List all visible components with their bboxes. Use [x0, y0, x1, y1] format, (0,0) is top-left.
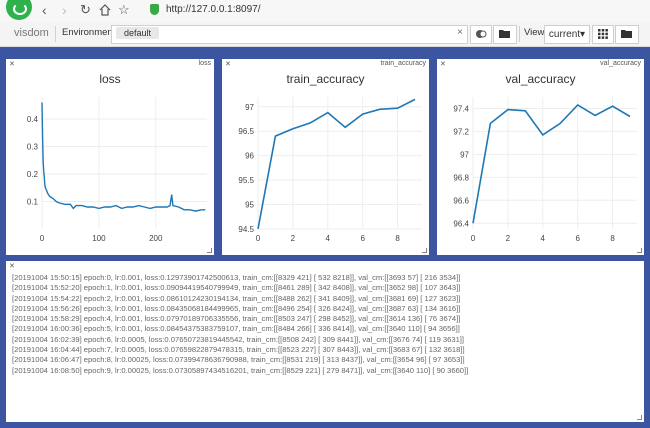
val-accuracy-pane[interactable]: ✕ val_accuracy val_accuracy 96.4 96.6 96.8 9…	[437, 59, 644, 255]
home-icon[interactable]	[99, 4, 111, 16]
grid-layout-button[interactable]	[592, 25, 614, 44]
x-tick-label: 0	[471, 234, 476, 243]
series-line	[41, 102, 206, 212]
series-line	[257, 98, 416, 230]
view-label: View	[524, 27, 545, 38]
environment-label: Environment	[62, 27, 116, 38]
y-tick-label: 0.3	[27, 143, 39, 152]
x-tick-label: 2	[506, 234, 511, 243]
train-accuracy-chart[interactable]: train_accuracy 94.5 95 95.5 96 96.5 97 0 2 4 6 8	[222, 59, 429, 255]
y-tick-label: 96	[245, 152, 254, 161]
log-line: [20191004 15:52:20] epoch:1, lr:0.001, l…	[12, 283, 461, 293]
address-bar-url[interactable]: http://127.0.0.1:8097/	[166, 4, 261, 15]
x-tick-label: 100	[92, 234, 106, 243]
x-tick-label: 0	[40, 234, 45, 243]
log-pane[interactable]: ✕ [20191004 15:50:15] epoch:0, lr:0.001,…	[6, 261, 644, 422]
toolbar-divider	[519, 26, 520, 42]
folder-icon	[621, 30, 632, 38]
visdom-brand: visdom	[14, 27, 49, 39]
log-line: [20191004 16:04:44] epoch:7, lr:0.0005, …	[12, 345, 465, 355]
y-tick-label: 0.4	[27, 115, 39, 124]
log-line: [20191004 15:50:15] epoch:0, lr:0.001, l…	[12, 273, 461, 282]
pane-title-tag: val_accuracy	[600, 60, 641, 67]
env-compare-button[interactable]	[470, 25, 492, 44]
log-line: [20191004 15:58:29] epoch:4, lr:0.001, l…	[12, 314, 461, 324]
chart-title: val_accuracy	[505, 72, 575, 86]
log-line: [20191004 15:56:26] epoch:3, lr:0.001, l…	[12, 303, 461, 313]
y-tick-label: 97.4	[453, 104, 469, 113]
x-tick-label: 6	[360, 234, 365, 243]
x-tick-label: 8	[610, 234, 615, 243]
visdom-toolbar: visdom Environment default × View curren…	[0, 22, 650, 47]
resize-handle[interactable]	[637, 415, 642, 420]
y-tick-label: 95.5	[238, 176, 254, 185]
train-accuracy-pane[interactable]: ✕ train_accuracy train_accuracy 94.5 95 95.…	[222, 59, 429, 255]
environment-chip[interactable]: default	[116, 27, 160, 39]
x-tick-label: 4	[326, 234, 331, 243]
x-tick-label: 8	[395, 234, 400, 243]
chevron-down-icon: ▾	[580, 29, 586, 40]
series-line	[472, 103, 631, 224]
y-tick-label: 96.5	[238, 127, 254, 136]
log-line: [20191004 15:54:22] epoch:2, lr:0.001, l…	[12, 293, 461, 303]
x-tick-label: 200	[149, 234, 163, 243]
log-text: [20191004 15:50:15] epoch:0, lr:0.001, l…	[12, 273, 468, 376]
close-pane-icon[interactable]: ✕	[440, 61, 446, 68]
clear-env-icon	[476, 30, 487, 38]
y-tick-label: 95	[245, 201, 254, 210]
close-pane-icon[interactable]: ✕	[225, 61, 231, 68]
val-accuracy-chart[interactable]: val_accuracy 96.4 96.6 96.8 97 97.2 97.4 0 2 4 6 8	[437, 59, 644, 255]
env-open-folder-button[interactable]	[493, 25, 517, 44]
reload-icon[interactable]: ↻	[80, 2, 91, 17]
forward-icon[interactable]: ›	[62, 2, 67, 18]
environment-select[interactable]: default ×	[111, 25, 468, 44]
loss-chart[interactable]: loss 0.1 0.2 0.3 0.4 0 100 200	[6, 59, 214, 255]
star-icon[interactable]: ☆	[118, 2, 130, 17]
log-line: [20191004 16:06:47] epoch:8, lr:0.00025,…	[12, 355, 465, 365]
log-line: [20191004 16:02:39] epoch:6, lr:0.0005, …	[12, 334, 465, 344]
pane-title-tag: train_accuracy	[380, 60, 426, 67]
resize-handle[interactable]	[207, 248, 212, 253]
folder-icon	[499, 30, 510, 38]
log-line: [20191004 16:08:50] epoch:9, lr:0.00025,…	[12, 365, 469, 375]
back-icon[interactable]: ‹	[42, 2, 47, 18]
workspace: ✕ loss loss 0.1 0.2 0.3 0.4 0 100 200 ✕ train_a…	[0, 47, 650, 428]
view-select[interactable]: current▾	[544, 25, 590, 44]
toolbar-divider	[55, 26, 56, 42]
pane-title-tag: loss	[198, 60, 211, 67]
y-tick-label: 96.4	[453, 219, 469, 228]
chart-title: loss	[99, 72, 120, 86]
resize-handle[interactable]	[637, 248, 642, 253]
y-tick-label: 94.5	[238, 225, 254, 234]
close-pane-icon[interactable]: ✕	[9, 263, 15, 270]
x-tick-label: 0	[256, 234, 261, 243]
x-tick-label: 6	[575, 234, 580, 243]
y-tick-label: 0.2	[27, 170, 39, 179]
y-tick-label: 0.1	[27, 198, 39, 207]
clear-environment-icon[interactable]: ×	[457, 27, 463, 38]
browser-logo-icon	[6, 0, 32, 20]
y-tick-label: 96.8	[453, 173, 469, 182]
secure-shield-icon	[150, 4, 159, 15]
x-tick-label: 4	[541, 234, 546, 243]
y-tick-label: 96.6	[453, 196, 469, 205]
grid-icon	[598, 29, 608, 39]
log-line: [20191004 16:00:36] epoch:5, lr:0.001, l…	[12, 324, 460, 334]
loss-pane[interactable]: ✕ loss loss 0.1 0.2 0.3 0.4 0 100 200	[6, 59, 214, 255]
view-current-value: current	[548, 29, 581, 40]
y-tick-label: 97	[460, 150, 469, 159]
y-tick-label: 97.2	[453, 127, 469, 136]
chart-title: train_accuracy	[286, 72, 364, 86]
view-open-folder-button[interactable]	[615, 25, 639, 44]
y-tick-label: 97	[245, 103, 254, 112]
resize-handle[interactable]	[422, 248, 427, 253]
x-tick-label: 2	[291, 234, 296, 243]
browser-bar: ‹ › ↻ ☆ http://127.0.0.1:8097/	[0, 0, 650, 23]
close-pane-icon[interactable]: ✕	[9, 61, 15, 68]
